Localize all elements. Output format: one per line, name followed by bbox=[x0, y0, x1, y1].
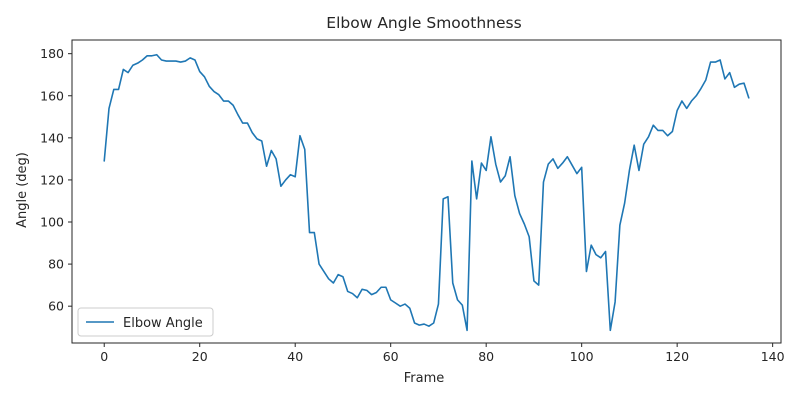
legend-label: Elbow Angle bbox=[123, 316, 203, 331]
x-tick-label: 140 bbox=[761, 349, 785, 364]
y-tick-label: 120 bbox=[40, 172, 64, 187]
y-axis-title: Angle (deg) bbox=[15, 152, 30, 228]
y-tick-label: 100 bbox=[40, 215, 64, 230]
series-line-elbow-angle bbox=[103, 53, 750, 332]
y-tick-label: 80 bbox=[48, 257, 64, 272]
x-tick-label: 20 bbox=[192, 349, 208, 364]
x-tick-label: 120 bbox=[665, 349, 689, 364]
chart-title: Elbow Angle Smoothness bbox=[326, 14, 521, 32]
x-tick-label: 100 bbox=[570, 349, 594, 364]
x-tick-label: 0 bbox=[100, 349, 108, 364]
x-tick-label: 80 bbox=[478, 349, 494, 364]
y-tick-label: 60 bbox=[48, 299, 64, 314]
legend: Elbow Angle bbox=[77, 307, 214, 337]
y-tick-label: 160 bbox=[40, 88, 64, 103]
y-tick-label: 180 bbox=[40, 46, 64, 61]
legend-box bbox=[77, 307, 214, 337]
y-axis: 60 80 100 120 140 160 180 bbox=[40, 46, 72, 314]
y-tick-label: 140 bbox=[40, 130, 64, 145]
x-tick-label: 60 bbox=[383, 349, 399, 364]
plot-area bbox=[103, 53, 750, 332]
x-tick-label: 40 bbox=[287, 349, 303, 364]
x-axis-title: Frame bbox=[404, 371, 445, 386]
axes-frame bbox=[71, 39, 782, 344]
x-axis: 0 20 40 60 80 100 120 140 bbox=[100, 343, 785, 364]
